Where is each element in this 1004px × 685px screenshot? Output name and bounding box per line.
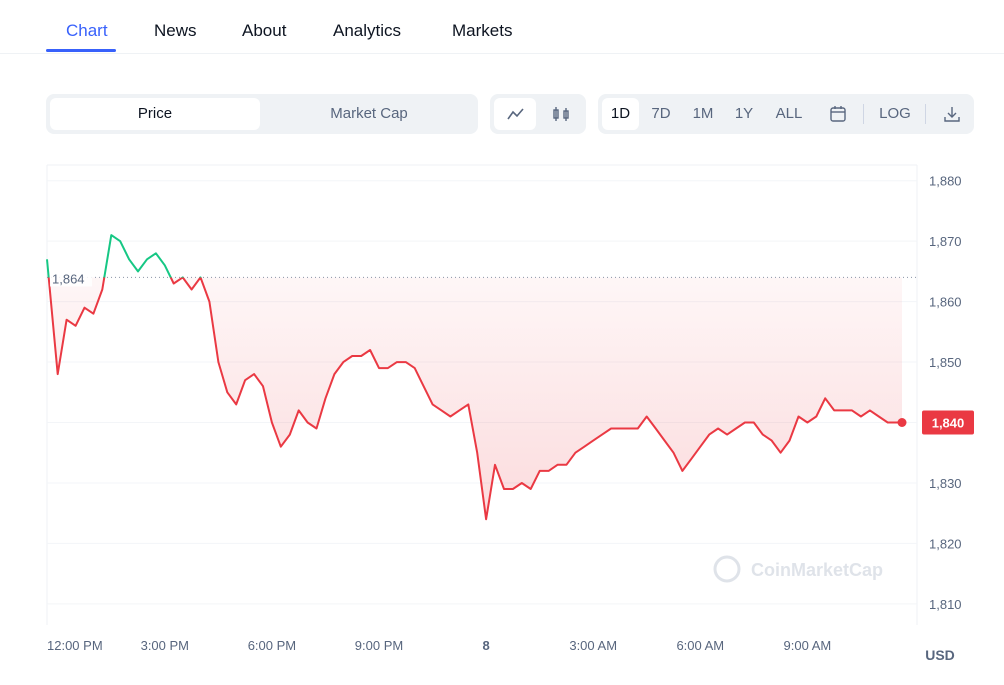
y-tick-label: 1,830 <box>929 476 962 491</box>
x-tick-label: 9:00 AM <box>784 638 832 653</box>
tab[interactable]: Analytics <box>333 21 402 40</box>
line-chart-button[interactable] <box>494 98 536 130</box>
y-tick-label: 1,880 <box>929 174 962 189</box>
last-point <box>897 418 907 428</box>
chart-style-toggle <box>490 94 586 134</box>
log-button[interactable]: LOG <box>879 105 911 122</box>
download-icon <box>944 107 960 122</box>
price-tag <box>922 410 974 435</box>
price-tag-label: 1,840 <box>932 416 965 431</box>
candle-icon <box>553 107 569 121</box>
tab-bar: Chart News About Analytics Markets <box>0 0 1004 54</box>
y-tick-label: 1,860 <box>929 295 962 310</box>
y-tick-label: 1,820 <box>929 536 962 551</box>
range-button[interactable]: 1Y <box>734 105 754 122</box>
range-button[interactable]: 1D <box>602 98 639 130</box>
tab[interactable]: About <box>242 21 287 40</box>
metric-button[interactable]: Market Cap <box>330 105 408 122</box>
line-icon <box>507 108 524 120</box>
x-tick-label: 9:00 PM <box>355 638 403 653</box>
watermark: CoinMarketCap <box>713 555 883 583</box>
x-tick-label: 3:00 AM <box>569 638 617 653</box>
range-button[interactable]: ALL <box>775 105 803 122</box>
active-tab-indicator <box>46 49 116 52</box>
candle-chart-button[interactable] <box>540 98 582 130</box>
price-line <box>46 234 902 521</box>
calendar-icon <box>830 106 846 122</box>
reference-label: 1,864 <box>52 271 85 286</box>
y-tick-label: 1,810 <box>929 597 962 612</box>
x-tick-label: 6:00 AM <box>676 638 724 653</box>
tab[interactable]: Markets <box>452 21 513 40</box>
download-button[interactable] <box>934 98 970 130</box>
range-button[interactable]: 1M <box>692 105 714 122</box>
metric-button[interactable]: Price <box>50 98 260 130</box>
x-tick-label: 6:00 PM <box>248 638 296 653</box>
x-tick-label: 3:00 PM <box>141 638 189 653</box>
divider <box>863 104 864 124</box>
x-tick-label: 8 <box>482 638 489 653</box>
x-tick-label: 12:00 PM <box>47 638 103 653</box>
range-button[interactable]: 7D <box>651 105 671 122</box>
metric-toggle: Price Market Cap <box>46 94 478 134</box>
range-toolbar: 1D 7D 1M 1Y ALL LOG <box>598 94 974 134</box>
tab[interactable]: News <box>154 21 197 40</box>
currency-label: USD <box>925 647 955 663</box>
divider <box>925 104 926 124</box>
area-fill <box>47 277 902 520</box>
tab[interactable]: Chart <box>66 21 108 40</box>
y-tick-label: 1,850 <box>929 355 962 370</box>
calendar-button[interactable] <box>820 98 856 130</box>
y-tick-label: 1,870 <box>929 234 962 249</box>
watermark-text: CoinMarketCap <box>751 560 883 580</box>
reference-label-bg <box>50 268 92 287</box>
